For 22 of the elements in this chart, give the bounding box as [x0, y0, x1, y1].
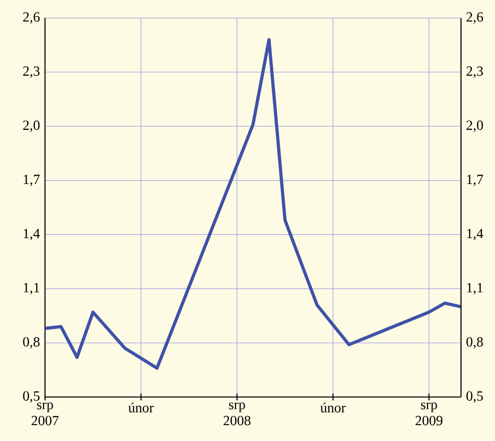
- x-tick-label: srp 2009: [416, 402, 442, 426]
- y2-tick-label: 1,4: [467, 228, 484, 240]
- y2-tick-label: 0,5: [466, 391, 483, 403]
- x-tick-label: srp 2008: [224, 402, 250, 426]
- y-tick-label: 1,7: [24, 174, 40, 186]
- x-tick-label: únor: [320, 402, 346, 412]
- y-tick-label: 0,8: [23, 337, 40, 349]
- y2-tick-label: 1,7: [467, 174, 484, 186]
- y-tick-label: 2,3: [23, 66, 40, 78]
- y-tick-label: 2,6: [23, 12, 40, 24]
- y-tick-label: 1,4: [24, 228, 40, 240]
- y-tick-label: 0,5: [23, 391, 40, 403]
- y-tick-label: 1,1: [24, 283, 40, 294]
- x-tick-label: únor: [128, 402, 154, 412]
- y2-tick-label: 2,0: [466, 120, 483, 132]
- y2-tick-label: 2,6: [466, 12, 484, 24]
- line-series: [45, 38, 461, 370]
- y2-tick-label: 2,3: [466, 66, 483, 78]
- x-tick-label: srp 2007: [32, 402, 59, 426]
- y2-tick-label: 0,8: [466, 337, 483, 349]
- y2-tick-label: 1,1: [467, 283, 483, 294]
- y-tick-label: 2,0: [23, 120, 40, 132]
